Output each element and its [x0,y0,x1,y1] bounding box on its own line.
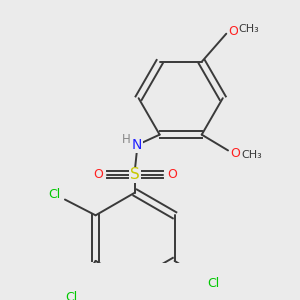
Text: Cl: Cl [207,277,219,290]
Text: CH₃: CH₃ [239,24,260,34]
Text: N: N [132,138,142,152]
Text: O: O [167,169,177,182]
Text: O: O [230,147,240,160]
Text: Cl: Cl [65,291,77,300]
Text: Cl: Cl [48,188,61,201]
Text: O: O [228,25,238,38]
Text: H: H [122,134,131,146]
Text: CH₃: CH₃ [241,150,262,160]
Text: S: S [130,167,140,182]
Text: O: O [93,169,103,182]
